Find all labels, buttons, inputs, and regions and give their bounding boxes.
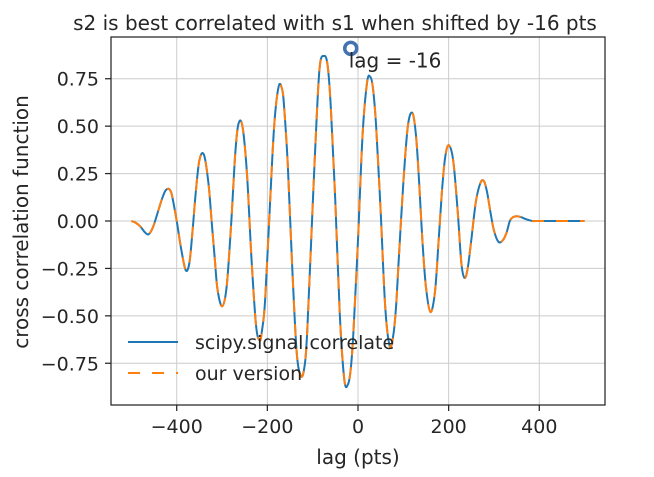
legend: scipy.signal.correlate our version [128, 332, 394, 385]
x-tick-label: 0 [352, 416, 364, 438]
series-line-our-version [131, 54, 585, 389]
y-tick-label: 0.50 [57, 116, 99, 138]
y-axis-label: cross correlation function [9, 95, 33, 349]
chart-title: s2 is best correlated with s1 when shift… [73, 11, 597, 35]
y-tick-label: −0.25 [41, 258, 99, 280]
legend-label-scipy: scipy.signal.correlate [195, 332, 394, 354]
plot-frame [110, 36, 606, 406]
annotation: lag = -16 [342, 40, 442, 72]
peak-marker [342, 40, 359, 57]
x-tick-label: 200 [431, 416, 467, 438]
legend-label-our-version: our version [195, 363, 302, 385]
y-tick-label: 0.75 [57, 69, 99, 91]
annotation-label: lag = -16 [349, 48, 442, 72]
x-tick-label: −200 [241, 416, 293, 438]
series-layer [131, 54, 585, 389]
x-axis-label: lag (pts) [316, 445, 399, 469]
x-tick-label: 400 [521, 416, 557, 438]
x-tick-label: −400 [151, 416, 203, 438]
y-tick-label: −0.75 [41, 353, 99, 375]
y-tick-label: 0.00 [57, 211, 99, 233]
y-tick-label: 0.25 [57, 164, 99, 186]
y-tick-label: −0.50 [41, 306, 99, 328]
axis-ticks: −400 −200 0 200 400 −0.75 −0.50 −0.25 0.00 0.25 0.… [41, 69, 558, 438]
